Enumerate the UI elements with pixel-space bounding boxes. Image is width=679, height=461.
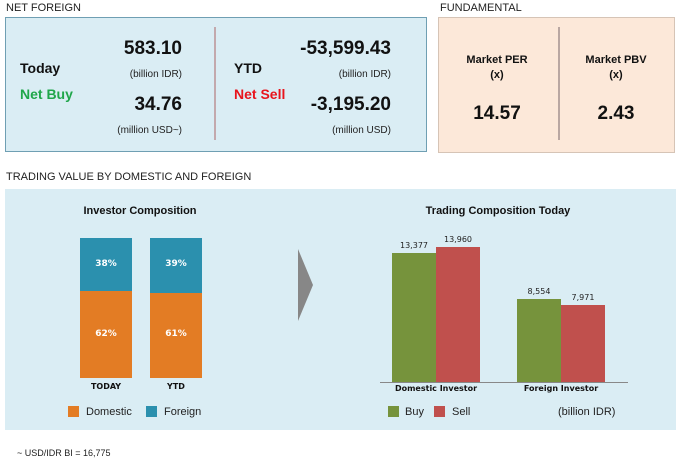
market-pbv-unit: (x)	[609, 69, 623, 81]
bar-buy-domestic	[392, 252, 436, 382]
today-usd-unit: (million USD~)	[117, 125, 182, 136]
trading-composition-chart: 13,377 13,960 Domestic Investor 8,554 7,971 F…	[380, 225, 630, 395]
bar-foreign-ytd: 39%	[150, 238, 202, 293]
category-label: Domestic Investor	[394, 384, 478, 393]
category-label: YTD	[167, 382, 185, 391]
legend-foreign-swatch	[146, 406, 157, 417]
ytd-label: YTD	[234, 60, 262, 76]
bar-sell-foreign	[561, 304, 605, 382]
bar-buy-foreign	[517, 299, 561, 382]
ytd-usd-value: -3,195.20	[310, 94, 391, 115]
ytd-idr-unit: (billion IDR)	[338, 69, 391, 80]
today-label: Today	[20, 60, 61, 76]
bar-foreign-today: 38%	[80, 238, 132, 292]
ytd-usd-unit: (million USD)	[332, 125, 391, 136]
trading-value-title: TRADING VALUE BY DOMESTIC AND FOREIGN	[6, 171, 252, 183]
ytd-net-sell-status: Net Sell	[234, 86, 286, 102]
legend-buy-label: Buy	[405, 406, 424, 418]
market-pbv-value: 2.43	[597, 103, 635, 124]
legend-sell-swatch	[434, 406, 445, 417]
arrow-right-icon	[298, 249, 313, 321]
net-foreign-divider	[214, 27, 216, 140]
bar-domestic-ytd: 61%	[150, 292, 202, 378]
category-label: Foreign Investor	[523, 384, 599, 393]
legend-sell-label: Sell	[452, 406, 471, 418]
market-per-value: 14.57	[473, 103, 521, 124]
x-axis	[380, 382, 628, 383]
data-label: 13,960	[444, 234, 472, 244]
fundamental-title: FUNDAMENTAL	[440, 2, 522, 14]
market-pbv-label: Market PBV	[585, 54, 647, 66]
market-per-label: Market PER	[466, 54, 528, 66]
ytd-idr-value: -53,599.43	[300, 38, 391, 59]
today-idr-unit: (billion IDR)	[129, 69, 182, 80]
today-net-buy-status: Net Buy	[20, 86, 73, 102]
bar-label: 62%	[95, 328, 117, 339]
data-label: 7,971	[571, 292, 595, 302]
bar-label: 38%	[95, 258, 117, 269]
legend-domestic-swatch	[68, 406, 79, 417]
category-label: TODAY	[90, 382, 122, 391]
today-usd-value: 34.76	[134, 94, 182, 115]
legend-foreign-label: Foreign	[164, 406, 202, 418]
net-foreign-panel	[5, 17, 427, 152]
fundamental-divider	[558, 27, 560, 140]
bar-label: 39%	[165, 259, 187, 270]
market-per-unit: (x)	[490, 69, 504, 81]
trading-composition-title: Trading Composition Today	[425, 205, 571, 217]
bar-domestic-today: 62%	[80, 291, 132, 378]
exchange-rate-footnote: ~ USD/IDR BI = 16,775	[17, 448, 111, 458]
bar-label: 61%	[165, 329, 187, 340]
unit-label: (billion IDR)	[558, 406, 616, 418]
bar-sell-domestic	[436, 246, 480, 382]
data-label: 8,554	[527, 287, 551, 297]
investor-composition-chart: 62% 38% TODAY 61% 39% YTD	[60, 238, 230, 391]
net-foreign-title: NET FOREIGN	[6, 2, 81, 14]
legend-domestic-label: Domestic	[86, 406, 132, 418]
data-label: 13,377	[400, 240, 428, 250]
investor-composition-title: Investor Composition	[83, 205, 197, 217]
today-idr-value: 583.10	[123, 38, 182, 59]
fundamental-panel	[438, 17, 675, 153]
legend-buy-swatch	[388, 406, 399, 417]
